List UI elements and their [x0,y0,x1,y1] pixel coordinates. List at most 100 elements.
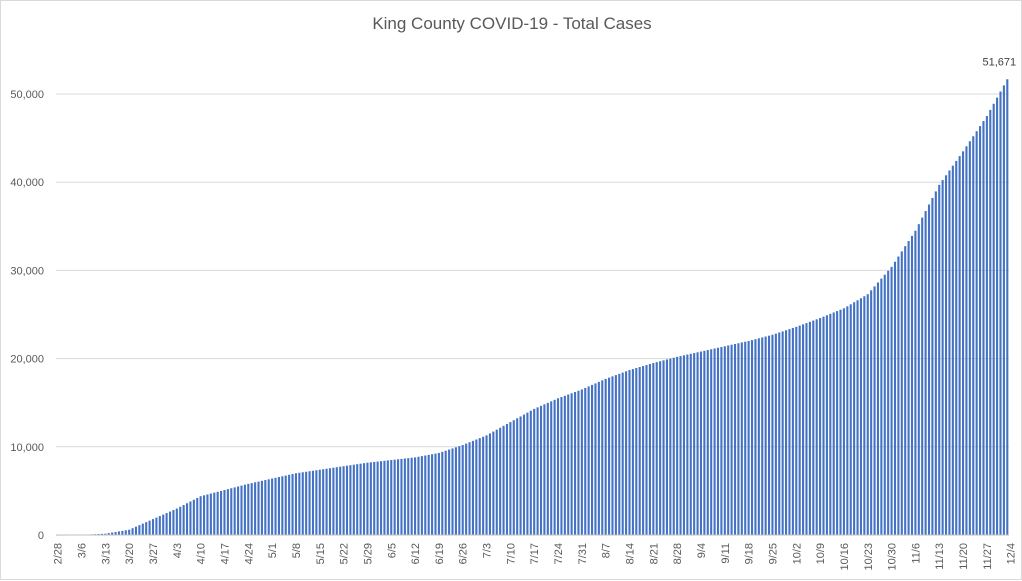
bar [366,462,369,535]
bar [284,475,287,535]
bar [386,460,389,535]
bar [921,217,924,535]
bar [880,278,883,535]
bar [250,483,253,535]
bar [808,321,811,535]
x-tick-label: 5/22 [339,543,351,564]
x-tick-label: 7/17 [529,543,541,564]
bar [941,180,944,535]
bar [682,355,686,535]
bar [849,304,852,535]
bar [699,351,703,535]
bar [420,456,423,535]
bar [454,447,457,535]
bar [533,408,536,535]
x-tick-label: 10/16 [839,543,851,571]
bar [992,103,995,535]
bar [516,418,519,535]
bar [904,246,907,535]
bar [536,407,539,535]
bar [975,131,978,536]
bar [148,520,151,535]
bar-series [56,79,1009,536]
bar [522,414,526,535]
bar [529,410,532,535]
bar [468,442,471,535]
bar [124,530,127,535]
bar [883,274,886,535]
bar [271,478,274,535]
bar [638,367,641,535]
bar [492,431,495,535]
bar [471,440,474,535]
bar [185,503,189,535]
bar [257,481,260,535]
bar [107,533,110,535]
bar [570,393,573,535]
bar [237,486,240,535]
bar [597,381,600,535]
bar [539,405,543,535]
x-tick-label: 11/6 [910,543,922,564]
bar [968,141,971,535]
bar [117,531,121,535]
bar [788,329,791,535]
x-tick-label: 3/27 [148,543,160,564]
bar [322,469,325,535]
bar [757,338,760,535]
bar [802,324,805,535]
bar [424,455,427,535]
bar [332,467,335,535]
bar [737,343,740,535]
bar [209,493,212,535]
bar [730,344,733,535]
x-tick-label: 8/21 [648,543,660,564]
bar [798,325,801,535]
gridlines [56,93,1009,448]
bar [397,459,400,535]
bar [383,460,386,535]
bar [318,469,321,535]
bar [182,505,185,535]
x-tick-label: 3/20 [124,543,136,564]
bar [475,439,478,535]
x-tick-label: 7/24 [553,543,565,564]
bar [179,506,182,535]
bar [550,401,553,535]
bar [621,372,624,535]
bar [264,480,267,535]
bar [335,467,338,535]
bar [876,282,880,535]
x-tick-label: 9/18 [744,543,756,564]
bar [247,483,250,535]
bar [417,456,420,535]
bar [349,465,352,535]
x-tick-label: 3/6 [77,543,89,558]
bar [917,224,920,535]
bar [560,397,563,535]
bar [965,146,968,536]
bar [767,335,771,535]
bar [791,327,794,535]
bar [785,330,788,535]
bar [393,459,396,535]
x-tick-label: 9/25 [768,543,780,564]
bar [196,497,199,535]
y-tick-label: 50,000 [10,89,44,101]
bar [614,375,617,535]
bar [158,516,161,535]
bar [979,126,982,535]
bar [944,175,948,535]
bar [985,116,988,536]
bar [689,353,692,535]
bar [267,479,270,535]
bar [104,533,107,535]
bar [111,532,114,535]
bar [437,452,440,535]
bar [750,340,754,535]
bar [206,494,209,535]
bar [260,480,263,535]
bar [972,136,975,535]
bar [853,302,856,535]
